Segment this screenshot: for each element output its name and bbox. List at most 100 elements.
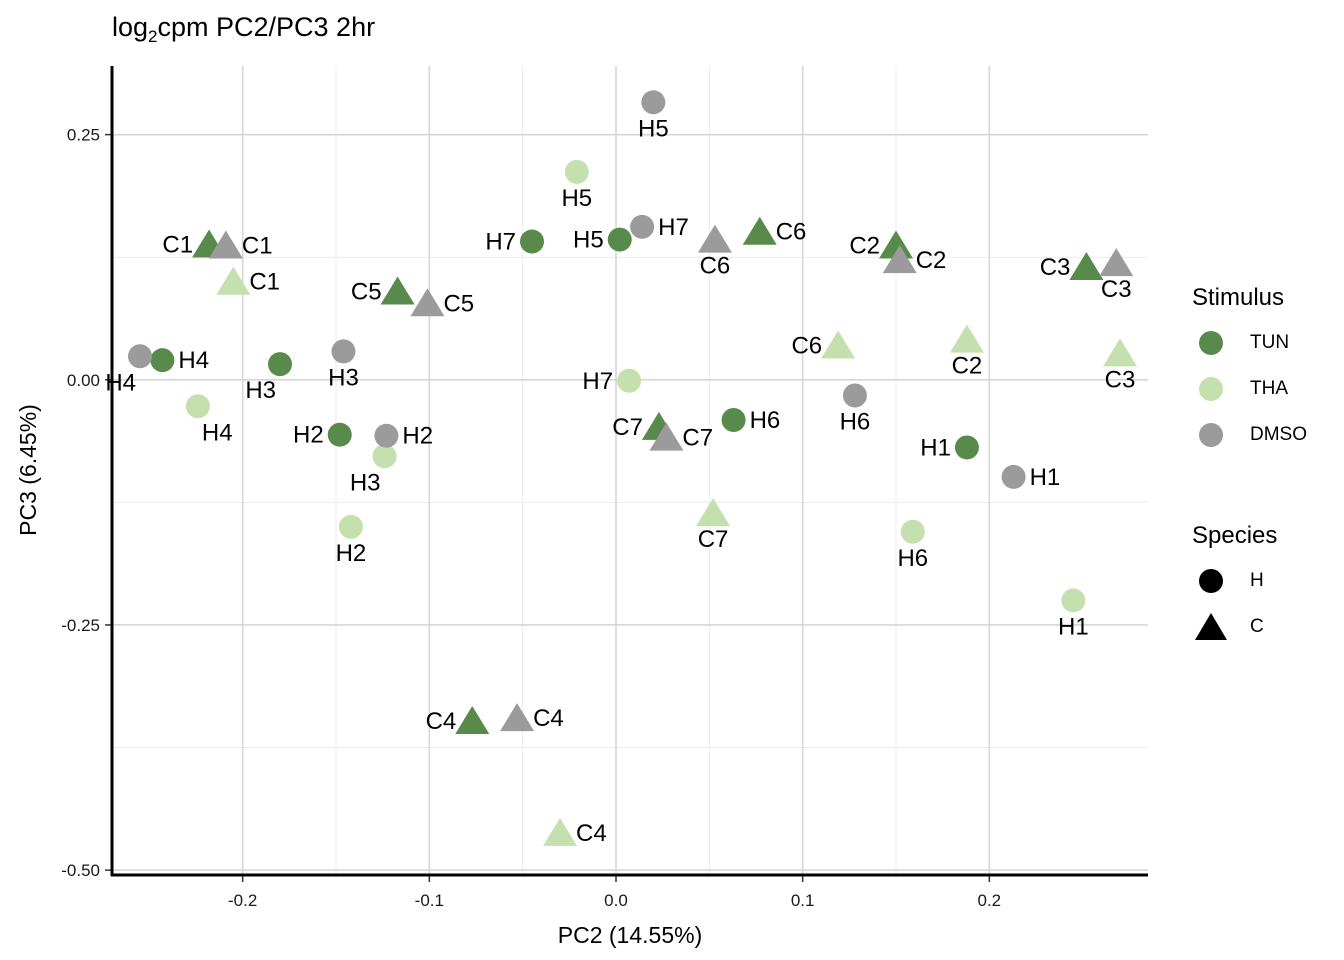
point-label: H2 [402,423,433,450]
x-tick-label: 0.0 [604,891,628,910]
point-dmso-h-h4 [128,344,152,369]
title-prefix: log [112,12,149,42]
point-label: C4 [533,705,564,732]
circle-icon [1192,370,1230,408]
point-label: C2 [916,247,947,274]
point-tun-c-c3 [1069,252,1104,281]
x-tick-label: -0.2 [228,891,257,910]
point-label: H5 [638,115,669,142]
legend-label: C [1250,616,1264,637]
point-label: C1 [249,269,280,296]
point-label: C5 [351,279,382,306]
point-tun-h-h7 [520,229,544,254]
point-dmso-c-c5 [410,288,445,317]
species-legend-title: Species [1192,522,1278,549]
title-suffix: cpm PC2/PC3 2hr [157,12,376,42]
point-tha-h-h4 [185,394,210,419]
x-tick-label: 0.2 [978,891,1002,910]
point-label: C7 [698,526,729,553]
point-tun-c-c5 [380,276,415,305]
point-label: C3 [1101,276,1132,303]
point-dmso-c-c2 [882,245,917,274]
point-tha-c-c2 [949,324,984,353]
point-label: H6 [840,408,871,435]
legend-item-tha: THA [1192,366,1307,412]
legend-label: TUN [1250,332,1290,353]
point-tun-c-c4 [455,706,490,735]
point-tun-c-c6 [742,216,777,245]
point-dmso-c-c4 [500,703,535,732]
point-label: C4 [426,708,457,735]
point-tha-c-c4 [543,817,577,846]
y-tick-label: 0.00 [67,371,100,390]
point-tun-h-h4 [150,348,175,373]
point-label: H7 [485,229,516,256]
point-label: H3 [328,364,359,391]
point-label: H1 [920,434,951,461]
legend-label: DMSO [1250,424,1307,445]
point-tha-h-h5 [564,159,589,184]
point-label: C1 [242,232,273,259]
point-label: C3 [1105,366,1136,393]
title-subscript: 2 [148,27,158,46]
point-tun-h-h1 [954,435,979,460]
point-label: H4 [178,347,209,374]
point-tun-c-c2 [879,230,913,259]
y-tick-label: -0.50 [61,861,100,880]
point-label: H2 [336,540,367,567]
point-label: C5 [443,290,474,317]
point-label: C7 [682,425,713,452]
point-tun-h-h6 [721,407,746,432]
point-label: H1 [1030,464,1061,491]
point-label: C1 [162,231,193,258]
point-label: H3 [350,469,381,496]
point-label: H5 [561,185,592,212]
data-points [128,90,1137,846]
point-tha-c-c6 [821,330,856,359]
point-tha-c-c1 [216,266,251,295]
y-axis-title: PC3 (6.45%) [15,404,41,536]
point-tha-h-h1 [1061,588,1086,613]
point-dmso-h-h2 [374,423,399,448]
point-labels: C1 C5 C6 C2 C3 C7 C4 H4 H3 H2 H7 H5 H6 H1 C1 C6 C2 C3 C7 C4… [105,115,1135,847]
point-label: H1 [1058,613,1089,640]
circle-icon [1192,562,1230,600]
x-tick-label: 0.1 [791,891,815,910]
point-dmso-c-c1 [208,230,243,259]
y-tick-label: 0.25 [67,126,100,145]
stimulus-legend: Stimulus TUN THA DMSO [1192,284,1307,458]
point-dmso-h-h5 [641,90,666,115]
y-tick-label: -0.25 [61,616,100,635]
point-label: C7 [612,414,643,441]
triangle-icon [1192,608,1230,646]
point-label: H3 [245,377,276,404]
legend-item-tun: TUN [1192,320,1307,366]
point-tun-h-h2 [327,422,352,447]
x-tick-label: -0.1 [415,891,444,910]
point-label: H4 [202,419,233,446]
point-label: C3 [1040,254,1071,281]
point-label: H5 [573,227,604,254]
point-tha-c-c3 [1103,338,1137,367]
point-label: C6 [700,253,731,280]
circle-icon [1192,324,1230,362]
grid-lines [112,66,1148,875]
point-tha-h-h7 [617,368,642,393]
point-dmso-h-h1 [1001,464,1026,489]
point-dmso-h-h3 [331,339,356,364]
legend-label: H [1250,570,1264,591]
species-legend: Species H C [1192,522,1277,650]
point-tun-h-h5 [607,227,632,252]
point-dmso-c-c6 [697,224,732,253]
stimulus-legend-title: Stimulus [1192,284,1285,311]
point-label: H6 [897,545,928,572]
chart-title: log2cpm PC2/PC3 2hr [112,12,375,47]
point-label: H6 [750,407,781,434]
point-dmso-c-c7 [649,422,684,451]
point-label: H2 [293,422,324,449]
point-label: C6 [791,332,822,359]
point-label: C6 [776,219,807,246]
point-label: H7 [582,368,613,395]
x-axis-title: PC2 (14.55%) [558,922,702,948]
point-label: C2 [849,232,880,259]
